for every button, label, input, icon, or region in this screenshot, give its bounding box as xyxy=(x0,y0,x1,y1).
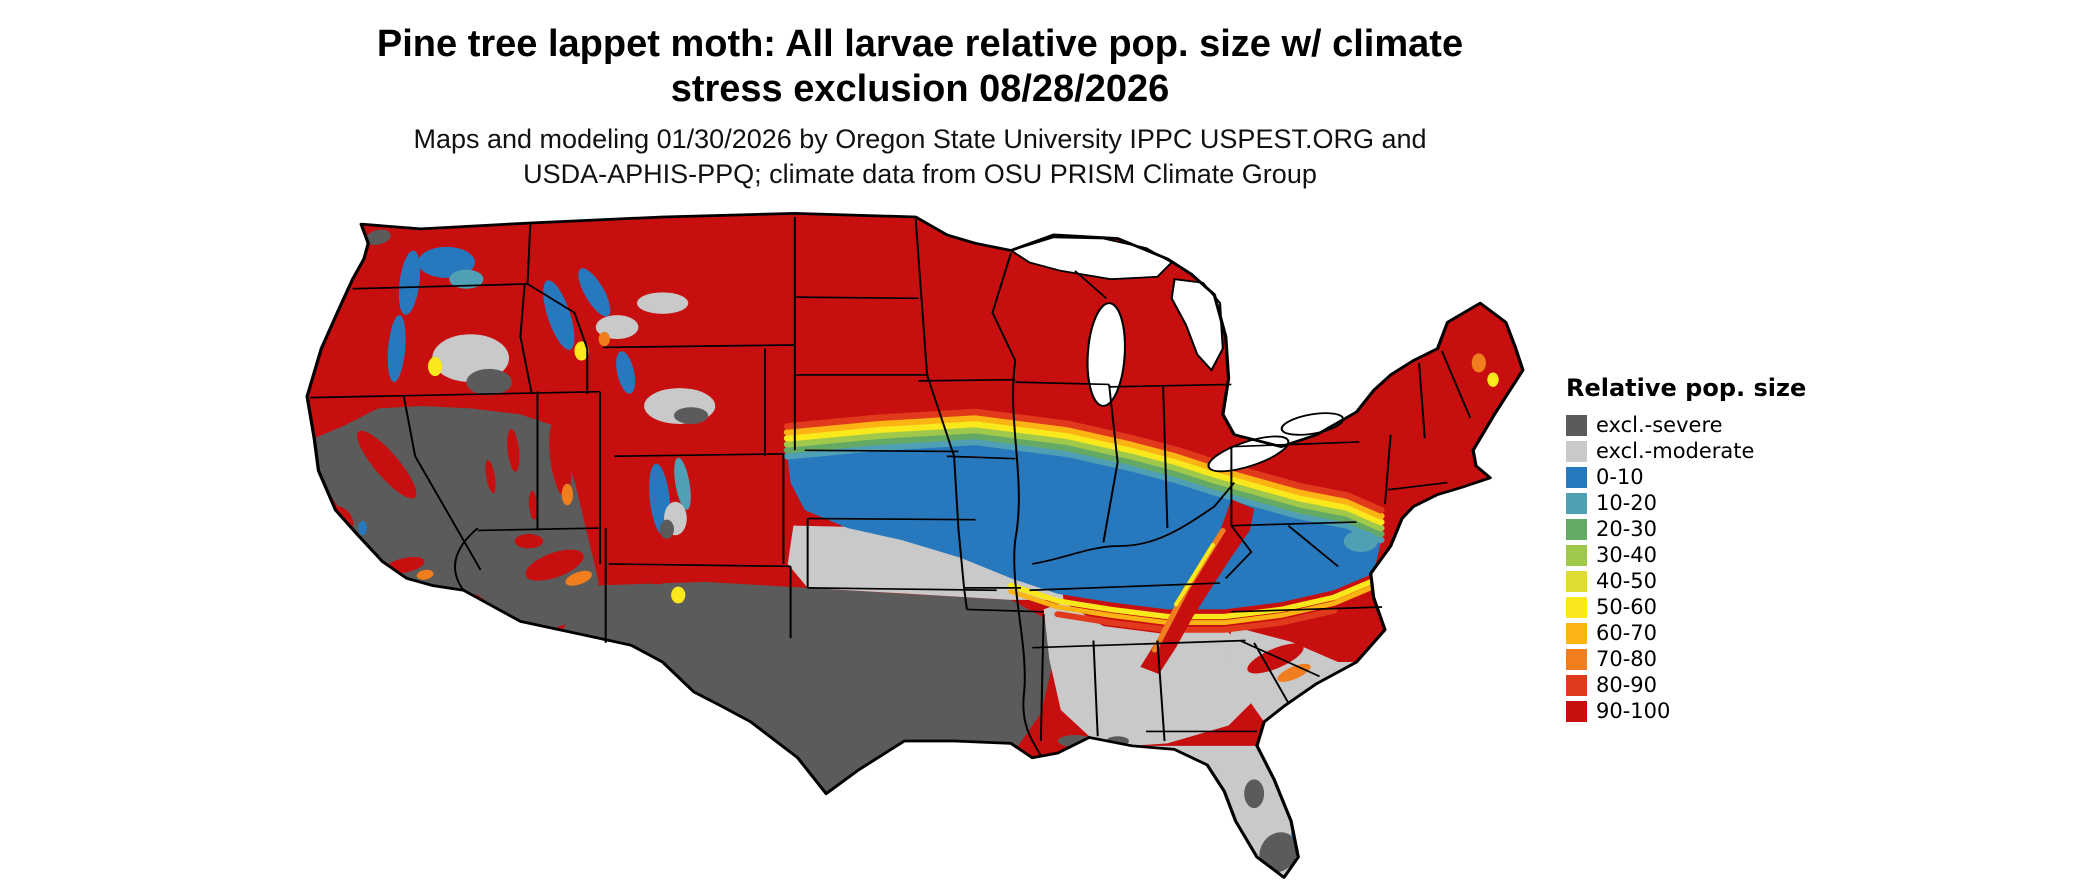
us-risk-map xyxy=(300,205,1530,887)
legend-item-label: 50-60 xyxy=(1596,595,1658,619)
patch xyxy=(1471,353,1486,373)
legend-swatch xyxy=(1566,518,1587,540)
legend-swatch xyxy=(1566,466,1587,488)
patch xyxy=(449,269,484,289)
legend-item-label: 70-80 xyxy=(1596,647,1658,671)
patch xyxy=(416,569,434,580)
map-title: Pine tree lappet moth: All larvae relati… xyxy=(130,22,1710,112)
legend-item-label: 40-50 xyxy=(1596,569,1658,593)
legend-item-label: 20-30 xyxy=(1596,517,1658,541)
transition-stripe xyxy=(783,426,1385,532)
patch xyxy=(507,428,520,472)
patch xyxy=(674,457,691,510)
raster-low-band xyxy=(787,444,1381,610)
legend-item: 90-100 xyxy=(1566,698,1806,724)
patch xyxy=(565,570,592,586)
patch xyxy=(671,586,686,604)
legend-item: excl.-severe xyxy=(1566,412,1806,438)
legend: Relative pop. size excl.-severe excl.-mo… xyxy=(1566,374,1806,724)
map-credits-line1: Maps and modeling 01/30/2026 by Oregon S… xyxy=(413,124,1427,154)
transition-stripe xyxy=(1173,543,1216,607)
patch xyxy=(1487,372,1499,387)
legend-item: 80-90 xyxy=(1566,672,1806,698)
transition-stripe xyxy=(1007,578,1377,620)
raster-severe-south xyxy=(563,581,1054,794)
legend-item: 20-30 xyxy=(1566,516,1806,542)
patch xyxy=(637,292,689,314)
patch xyxy=(659,519,674,539)
legend-item-label: 10-20 xyxy=(1596,491,1658,515)
legend-item-label: excl.-severe xyxy=(1596,413,1723,437)
patch xyxy=(358,520,367,536)
legend-item: excl.-moderate xyxy=(1566,438,1806,464)
patch xyxy=(1343,530,1378,552)
patch xyxy=(398,250,421,315)
legend-swatch xyxy=(1566,544,1587,566)
patch xyxy=(466,368,512,396)
patch xyxy=(528,490,538,520)
map-title-line2: stress exclusion 08/28/2026 xyxy=(670,67,1170,110)
legend-swatch xyxy=(1566,414,1587,436)
patch xyxy=(1259,832,1298,873)
patch xyxy=(427,356,443,377)
transition-stripe xyxy=(1054,607,1338,633)
legend-swatch xyxy=(1566,674,1587,696)
lake-superior xyxy=(1008,236,1174,281)
legend-item: 60-70 xyxy=(1566,620,1806,646)
patch xyxy=(598,331,610,347)
legend-swatch xyxy=(1566,570,1587,592)
legend-item-label: 0-10 xyxy=(1596,465,1644,489)
legend-item-label: 30-40 xyxy=(1596,543,1658,567)
legend-swatch xyxy=(1566,622,1587,644)
legend-item: 0-10 xyxy=(1566,464,1806,490)
legend-swatch xyxy=(1566,700,1587,722)
legend-swatch xyxy=(1566,596,1587,618)
lake-michigan xyxy=(1086,302,1127,407)
legend-title: Relative pop. size xyxy=(1566,374,1807,402)
raster-fill-layers xyxy=(307,213,1523,878)
map-credits-line2: USDA-APHIS-PPQ; climate data from OSU PR… xyxy=(523,158,1317,189)
legend-item: 10-20 xyxy=(1566,490,1806,516)
patch xyxy=(549,420,572,497)
patch xyxy=(574,341,589,361)
legend-item-label: excl.-moderate xyxy=(1596,439,1755,463)
transition-stripe xyxy=(783,432,1385,538)
patch xyxy=(485,460,496,494)
patch xyxy=(1244,779,1265,809)
transition-stripe xyxy=(783,408,1385,514)
patch xyxy=(387,315,406,383)
legend-item-label: 60-70 xyxy=(1596,621,1658,645)
patch xyxy=(514,534,544,549)
patch xyxy=(561,483,574,506)
raster-moderate-florida xyxy=(1131,745,1299,878)
patch xyxy=(1247,643,1304,674)
raster-appalachian-streak xyxy=(1140,499,1255,675)
transition-stripe xyxy=(1008,584,1377,625)
us-outline xyxy=(305,211,1525,879)
transition-stripe xyxy=(783,420,1385,526)
patch xyxy=(365,229,391,245)
legend-item: 30-40 xyxy=(1566,542,1806,568)
patch xyxy=(357,430,417,499)
raster-moderate-deepsouth xyxy=(1043,602,1267,746)
patch xyxy=(578,268,611,317)
legend-item-label: 90-100 xyxy=(1596,699,1671,723)
legend-item-label: 80-90 xyxy=(1596,673,1658,697)
patch xyxy=(616,351,636,394)
great-lakes xyxy=(1008,236,1345,473)
patch xyxy=(525,549,584,581)
state-borders xyxy=(309,216,1472,756)
map-title-line1: Pine tree lappet moth: All larvae relati… xyxy=(376,23,1464,65)
transition-stripe xyxy=(783,438,1385,544)
legend-swatch xyxy=(1566,440,1587,462)
us-map-svg xyxy=(305,211,1525,879)
patch xyxy=(673,407,709,424)
map-credits: Maps and modeling 01/30/2026 by Oregon S… xyxy=(130,122,1710,191)
legend-item: 70-80 xyxy=(1566,646,1806,672)
legend-item: 40-50 xyxy=(1566,568,1806,594)
legend-item: 50-60 xyxy=(1566,594,1806,620)
legend-list: excl.-severe excl.-moderate 0-10 10-20 2… xyxy=(1566,412,1806,724)
legend-swatch xyxy=(1566,492,1587,514)
legend-swatch xyxy=(1566,648,1587,670)
